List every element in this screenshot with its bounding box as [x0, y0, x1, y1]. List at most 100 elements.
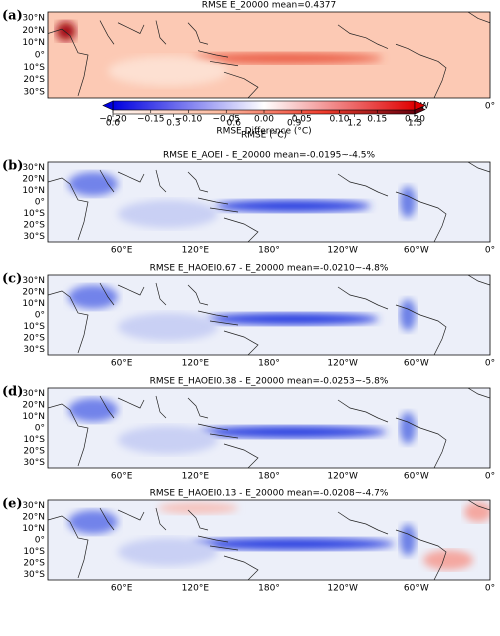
lon-label: 0°	[485, 102, 495, 112]
map-frame	[48, 388, 490, 468]
lon-label: 120°E	[182, 584, 210, 594]
field-blob	[56, 21, 76, 42]
lat-label: 10°N	[22, 38, 45, 48]
lon-label: 60°E	[111, 472, 133, 482]
colorbar-tick-label: 0.9	[287, 119, 302, 129]
lon-label: 120°E	[182, 359, 210, 369]
field-blob	[423, 550, 473, 570]
lon-label: 180°	[258, 584, 280, 594]
lon-label: 120°W	[327, 359, 358, 369]
panel-label: (b)	[2, 159, 23, 174]
lat-label: 30°S	[23, 570, 45, 580]
lat-label: 0°	[35, 51, 45, 61]
panel-label: (e)	[2, 497, 23, 512]
coastline	[48, 500, 490, 580]
colorbar-label: RMSE (°C)	[241, 131, 287, 141]
panel-title: RMSE E_HAOEI0.13 - E_20000 mean=-0.0208~…	[150, 489, 389, 499]
lat-label: 0°	[35, 311, 45, 321]
lon-label: 60°E	[111, 359, 133, 369]
colorbar-tick-label: −0.15	[137, 115, 165, 125]
lat-label: 0°	[35, 424, 45, 434]
lon-label: 120°W	[327, 584, 358, 594]
map	[48, 12, 490, 98]
lat-label: 10°S	[23, 435, 45, 445]
field-blob	[207, 313, 379, 325]
map	[48, 162, 490, 242]
lat-label: 10°S	[23, 63, 45, 73]
lat-label: 10°N	[22, 299, 45, 309]
field-blob	[118, 200, 218, 228]
lat-label: 30°S	[23, 232, 45, 242]
colorbar-extend	[414, 100, 426, 111]
lon-label: 180°	[258, 472, 280, 482]
lon-label: 120°E	[182, 246, 210, 256]
coastline	[48, 388, 490, 468]
lat-label: 30°S	[23, 345, 45, 355]
field-blob	[193, 52, 383, 64]
lon-label: 60°W	[404, 359, 429, 369]
colorbar-tick-label: 0.05	[292, 115, 312, 125]
field-blob	[118, 538, 218, 566]
lat-label: 30°N	[22, 501, 45, 511]
coastline	[48, 162, 490, 242]
lon-label: 60°E	[111, 584, 133, 594]
field-blob	[400, 524, 416, 556]
field-blob	[118, 426, 218, 454]
lat-label: 20°S	[23, 333, 45, 343]
lat-label: 30°N	[22, 14, 45, 24]
lat-label: 30°N	[22, 163, 45, 173]
lon-label: 60°W	[404, 472, 429, 482]
lat-label: 10°N	[22, 412, 45, 422]
lat-label: 10°S	[23, 547, 45, 557]
lat-label: 20°N	[22, 513, 45, 523]
map	[48, 275, 490, 355]
field-blob	[215, 200, 371, 212]
field-blob	[191, 538, 395, 550]
lat-label: 10°S	[23, 322, 45, 332]
colorbar-tick-label: −0.20	[99, 115, 127, 125]
map	[48, 388, 490, 468]
colorbar-extend	[102, 100, 114, 111]
lon-label: 180°	[258, 359, 280, 369]
map-field	[48, 12, 490, 98]
field-blob	[400, 299, 416, 331]
panel-label: (d)	[2, 385, 23, 400]
lon-label: 120°W	[327, 246, 358, 256]
colorbar-tick-label: 0.20	[405, 115, 425, 125]
map-frame	[48, 275, 490, 355]
colorbar-tick-label: 0.6	[227, 119, 242, 129]
map-frame	[48, 500, 490, 580]
lat-label: 20°N	[22, 401, 45, 411]
lat-label: 20°S	[23, 220, 45, 230]
map-field	[48, 388, 490, 468]
lat-label: 20°S	[23, 75, 45, 85]
colorbar-tick-label: 0.00	[254, 115, 274, 125]
lon-label: 0°	[485, 359, 495, 369]
lat-label: 30°S	[23, 87, 45, 97]
field-blob	[400, 412, 416, 444]
lat-label: 0°	[35, 198, 45, 208]
field-blob	[68, 285, 118, 309]
field-blob	[68, 398, 118, 422]
lat-label: 20°S	[23, 446, 45, 456]
map-frame	[48, 162, 490, 242]
lat-label: 20°N	[22, 288, 45, 298]
field-blob	[108, 56, 228, 87]
lat-label: 30°N	[22, 389, 45, 399]
colorbar-tick-label: −0.05	[212, 115, 240, 125]
field-blob	[199, 426, 387, 438]
field-blob	[464, 502, 490, 522]
lat-label: 20°S	[23, 558, 45, 568]
lat-label: 20°N	[22, 26, 45, 36]
colorbar-tick-label: 0.10	[329, 115, 349, 125]
field-blob	[400, 186, 416, 218]
lat-label: 10°S	[23, 209, 45, 219]
colorbar-tick-label: 0.15	[367, 115, 387, 125]
lon-label: 60°E	[111, 246, 133, 256]
lat-label: 10°N	[22, 186, 45, 196]
panel-title: RMSE E_AOEI - E_20000 mean=-0.0195~-4.5%	[163, 151, 375, 161]
lon-label: 0°	[485, 584, 495, 594]
map-field	[48, 162, 490, 242]
panel-title: RMSE E_20000 mean=0.4377	[202, 1, 337, 11]
